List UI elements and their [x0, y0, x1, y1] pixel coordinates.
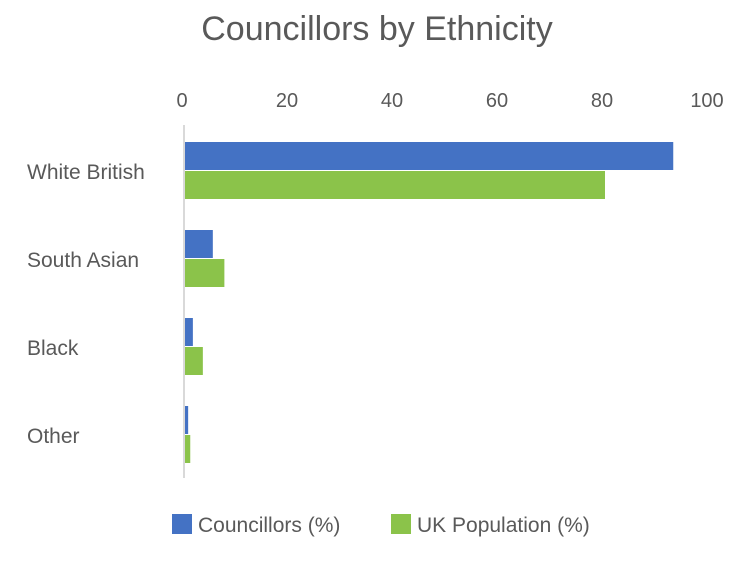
x-tick-label: 20 — [276, 90, 298, 112]
bar-uk-population — [185, 259, 225, 287]
bar-councillors — [185, 142, 674, 170]
legend-label: Councillors (%) — [198, 514, 340, 537]
chart-title: Councillors by Ethnicity — [201, 10, 552, 48]
category-label: White British — [27, 161, 145, 184]
legend-label: UK Population (%) — [417, 514, 590, 537]
x-tick-label: 60 — [486, 90, 508, 112]
x-tick-label: 40 — [381, 90, 403, 112]
category-label: Black — [27, 337, 79, 360]
legend-swatch — [391, 514, 411, 534]
bar-councillors — [185, 230, 213, 258]
bar-uk-population — [185, 435, 191, 463]
bar-uk-population — [185, 347, 203, 375]
bar-councillors — [185, 318, 193, 346]
bar-uk-population — [185, 171, 605, 199]
category-label: Other — [27, 425, 80, 448]
category-label: South Asian — [27, 249, 139, 272]
x-tick-label: 0 — [176, 90, 187, 112]
x-tick-label: 100 — [690, 90, 723, 112]
bar-councillors — [185, 406, 189, 434]
legend-swatch — [172, 514, 192, 534]
x-tick-label: 80 — [591, 90, 613, 112]
